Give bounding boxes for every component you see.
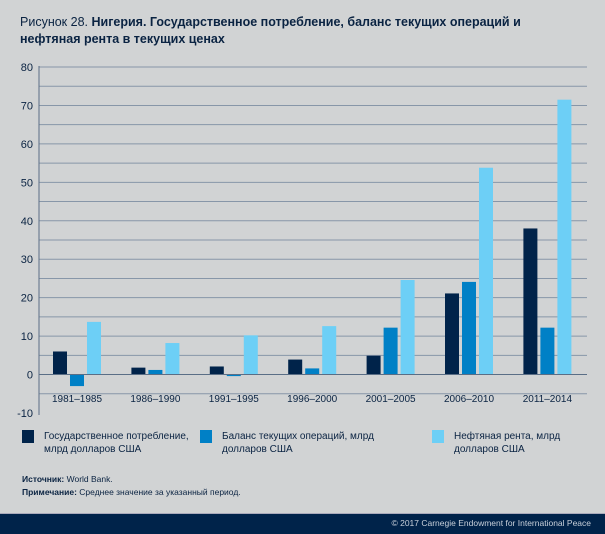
x-tick-label: 2001–2005 bbox=[366, 394, 416, 405]
notes: Источник: World Bank. Примечание: Средне… bbox=[22, 473, 241, 499]
x-tick-label: 2011–2014 bbox=[523, 394, 573, 405]
copyright: © 2017 Carnegie Endowment for Internatio… bbox=[391, 518, 591, 528]
bar-chart: 80 70 60 50 40 30 20 10 0 -10 1981–1985 1986–1990 19… bbox=[17, 62, 587, 420]
figure-number: Рисунок 28. bbox=[20, 15, 88, 29]
y-tick-label: 50 bbox=[21, 177, 33, 189]
bar-1 bbox=[53, 351, 67, 375]
x-tick-label: 1996–2000 bbox=[287, 394, 337, 405]
bar-2 bbox=[226, 374, 241, 377]
y-tick-label: 0 bbox=[27, 370, 33, 382]
legend-swatch bbox=[432, 430, 444, 443]
bar-2 bbox=[148, 369, 163, 375]
bar-2 bbox=[70, 374, 84, 387]
y-tick-label: 10 bbox=[21, 331, 33, 343]
chart-title: Рисунок 28. Нигерия. Государственное пот… bbox=[20, 14, 580, 48]
y-tick-label: 70 bbox=[21, 100, 33, 112]
bar-1 bbox=[523, 228, 538, 375]
legend-item-gov: Государственное потребление, млрд доллар… bbox=[22, 430, 212, 456]
bar-1 bbox=[366, 355, 381, 375]
y-tick-label: 80 bbox=[21, 62, 33, 74]
legend-swatch bbox=[200, 430, 212, 443]
bar-3 bbox=[322, 326, 337, 375]
bar-2 bbox=[383, 327, 398, 375]
source-text: World Bank. bbox=[64, 474, 113, 484]
source-label: Источник: bbox=[22, 474, 65, 484]
x-tick-label: 1981–1985 bbox=[52, 394, 102, 405]
note-label: Примечание: bbox=[22, 487, 77, 497]
bar-1 bbox=[131, 367, 146, 375]
x-tick-label: 2006–2010 bbox=[444, 394, 494, 405]
bar-3 bbox=[243, 335, 258, 375]
bar-2 bbox=[305, 368, 320, 375]
bar-3 bbox=[87, 321, 101, 375]
legend-item-oil: Нефтяная рента, млрд долларов США bbox=[432, 430, 597, 456]
legend-item-balance: Баланс текущих операций, млрд долларов С… bbox=[200, 430, 420, 456]
bar-1 bbox=[445, 293, 459, 375]
x-tick-label: 1986–1990 bbox=[130, 394, 180, 405]
legend-label: Нефтяная рента, млрд долларов США bbox=[454, 431, 561, 455]
footer-bar: © 2017 Carnegie Endowment for Internatio… bbox=[0, 513, 605, 534]
legend-label: Государственное потребление, млрд доллар… bbox=[44, 431, 189, 455]
y-tick-label: 20 bbox=[21, 293, 33, 305]
bar-3 bbox=[557, 99, 572, 375]
title-text: Нигерия. Государственное потребление, ба… bbox=[20, 15, 521, 46]
bar-2 bbox=[462, 281, 476, 375]
legend-swatch bbox=[22, 430, 34, 443]
x-tick-label: 1991–1995 bbox=[209, 394, 259, 405]
note-text: Среднее значение за указанный период. bbox=[76, 487, 241, 497]
y-tick-label: 60 bbox=[21, 139, 33, 151]
bar-2 bbox=[540, 327, 555, 375]
bar-1 bbox=[288, 359, 303, 375]
bar-3 bbox=[479, 167, 493, 375]
y-tick-label: 40 bbox=[21, 216, 33, 228]
bar-3 bbox=[165, 343, 180, 375]
bar-3 bbox=[400, 279, 415, 375]
y-tick-label: -10 bbox=[17, 408, 33, 420]
bar-1 bbox=[209, 366, 224, 375]
y-tick-label: 30 bbox=[21, 254, 33, 266]
legend-label: Баланс текущих операций, млрд долларов С… bbox=[222, 431, 374, 455]
